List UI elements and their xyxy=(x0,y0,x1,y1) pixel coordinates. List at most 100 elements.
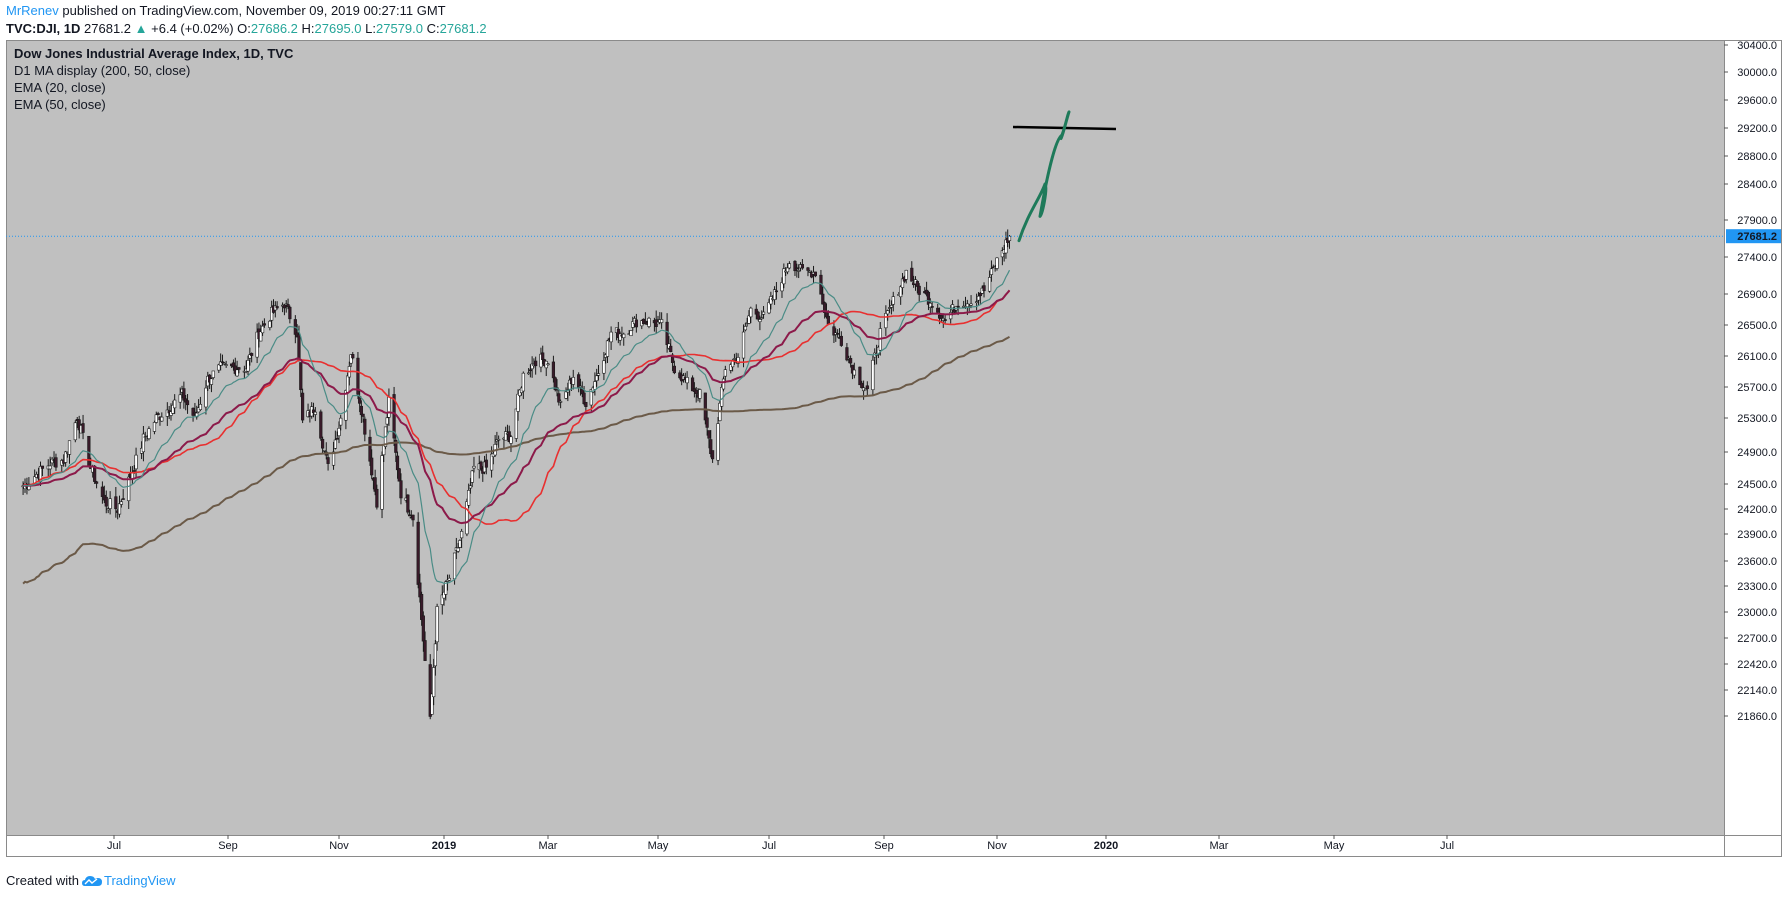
candle-body xyxy=(270,306,274,321)
candle-body xyxy=(643,320,647,324)
candle-body xyxy=(430,693,434,715)
candle-body xyxy=(275,306,279,309)
candle-body xyxy=(741,331,746,359)
candle-body xyxy=(698,389,702,399)
candle-body xyxy=(589,389,593,406)
candle-body xyxy=(754,308,758,315)
candle-body xyxy=(710,450,715,460)
candle-body xyxy=(219,361,223,366)
legend-ema20: EMA (20, close) xyxy=(14,80,106,95)
candle-body xyxy=(516,393,520,412)
candle-body xyxy=(231,362,236,368)
candle-body xyxy=(185,400,190,406)
candle-body xyxy=(797,270,801,272)
chart-pane[interactable] xyxy=(6,40,1724,835)
candle-body xyxy=(930,306,934,308)
price-tick-label: 22420.0 xyxy=(1737,659,1777,671)
time-tick-label: Sep xyxy=(218,840,238,852)
candle-body xyxy=(969,303,973,306)
tradingview-link[interactable]: TradingView xyxy=(103,873,176,888)
candle-body xyxy=(995,257,999,269)
candle-body xyxy=(286,304,290,308)
candle-body xyxy=(259,331,263,342)
candle-body xyxy=(484,459,488,468)
candle-body xyxy=(989,268,994,275)
candle-body xyxy=(578,385,583,388)
symbol-info-bar: TVC:DJI, 1D 27681.2 ▲ +6.4 (+0.02%) O:27… xyxy=(6,21,487,36)
candle-body xyxy=(94,481,99,484)
candle-body xyxy=(634,319,638,328)
legend-ema50: EMA (50, close) xyxy=(14,97,106,112)
candle-body xyxy=(87,435,91,467)
time-tick-label: Nov xyxy=(329,840,349,852)
candle-body xyxy=(54,457,58,468)
candle-body xyxy=(337,427,341,437)
candle-body xyxy=(965,303,969,308)
candle-body xyxy=(262,323,266,326)
price-chart[interactable]: 30400.0 30000.0 29600.0 29200.0 28800.0 28400… xyxy=(0,40,1788,860)
chart-title: Dow Jones Industrial Average Index, 1D, … xyxy=(14,46,294,61)
candle-body xyxy=(584,401,588,407)
candle-body xyxy=(823,302,827,313)
candle-body xyxy=(943,319,947,322)
candle-body xyxy=(749,307,753,318)
candle-body xyxy=(767,302,771,314)
green-projection-arrow xyxy=(1017,110,1071,243)
candle-body xyxy=(117,503,122,515)
time-axis[interactable] xyxy=(6,835,1724,857)
ema50-line xyxy=(23,289,1011,525)
candle-body xyxy=(845,347,849,361)
time-tick-label: Nov xyxy=(987,840,1007,852)
price-tick-label: 26500.0 xyxy=(1737,320,1777,332)
candle-body xyxy=(171,404,175,414)
candle-body xyxy=(891,296,895,305)
candle-body xyxy=(595,375,599,382)
candle-body xyxy=(452,552,457,580)
candle-body xyxy=(152,422,157,432)
price-tick-label: 24200.0 xyxy=(1737,504,1777,516)
candle-body xyxy=(339,417,343,426)
price-tick-label: 22140.0 xyxy=(1737,685,1777,697)
candle-body xyxy=(370,457,374,476)
candle-body xyxy=(297,334,301,361)
candle-body xyxy=(660,319,664,323)
candle-body xyxy=(250,353,254,356)
candle-body xyxy=(534,360,538,367)
price-tick-label: 23600.0 xyxy=(1737,556,1777,568)
price-tick-label: 26100.0 xyxy=(1737,351,1777,363)
chart-legend: Dow Jones Industrial Average Index, 1D, … xyxy=(14,46,294,112)
candle-body xyxy=(780,282,784,292)
candle-body xyxy=(732,358,737,360)
time-tick-label: 2020 xyxy=(1094,840,1118,852)
candle-body xyxy=(858,366,862,386)
candle-body xyxy=(736,357,740,364)
candle-body xyxy=(64,451,68,463)
candle-body xyxy=(832,326,836,336)
candle-body xyxy=(774,290,779,293)
candle-body xyxy=(222,362,226,365)
candle-body xyxy=(346,375,350,393)
candle-body xyxy=(889,305,894,308)
candle-body xyxy=(756,311,760,320)
candle-body xyxy=(987,277,992,292)
candle-body xyxy=(915,281,919,287)
candle-body xyxy=(760,317,764,319)
candle-body xyxy=(235,369,239,377)
candle-body xyxy=(468,485,473,489)
candle-body xyxy=(618,333,622,341)
price-axis[interactable] xyxy=(1724,40,1782,835)
candle-body xyxy=(795,267,799,270)
author-link[interactable]: MrRenev xyxy=(6,3,59,18)
candle-body xyxy=(672,365,676,374)
candle-body xyxy=(541,352,545,360)
candle-body xyxy=(147,428,151,439)
candle-body xyxy=(470,470,474,483)
candle-body xyxy=(428,664,432,717)
candle-body xyxy=(100,486,104,497)
price-tick-label: 29200.0 xyxy=(1737,123,1777,135)
high-label: H: xyxy=(301,21,315,36)
candle-body xyxy=(387,396,391,418)
low-label: L: xyxy=(365,21,376,36)
candle-body xyxy=(551,361,556,379)
candle-body xyxy=(716,423,720,461)
